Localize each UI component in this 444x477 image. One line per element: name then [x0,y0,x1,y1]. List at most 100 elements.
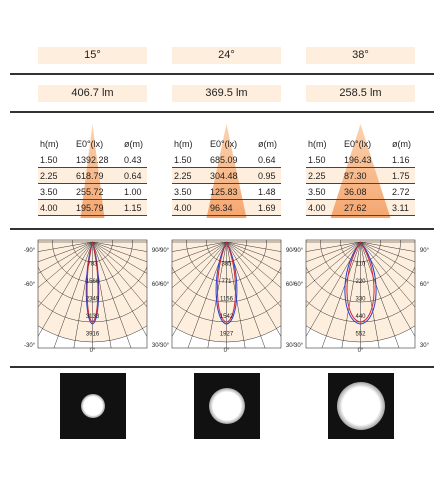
grid [172,240,281,348]
ring-label: 440 [355,314,366,320]
row-line [306,183,415,184]
ring-label: 771 [221,279,232,285]
divider [10,111,434,113]
table-cell: 2.25 [174,171,192,181]
table-cell: 2.25 [40,171,58,181]
ring-label: 220 [355,279,366,285]
grid-ray [226,241,281,308]
table-cell: 3.11 [392,203,409,213]
grid-ray [92,241,147,263]
grid-ray [38,241,93,308]
table-cell: 1.00 [124,187,142,197]
curve-blue [85,241,100,325]
table-header: E0°(lx) [76,139,104,149]
divider [10,366,434,368]
grid-ray [360,241,415,252]
ring-label: 330 [355,297,366,303]
divider [10,228,434,230]
curve-blue [215,241,238,325]
beam-photo [194,373,260,439]
table-cell: 1.48 [258,187,276,197]
table-cell: 618.79 [76,171,104,181]
ring-label: 2349 [86,297,100,303]
grid-ray [226,241,281,263]
table-cell: 0.64 [124,171,142,181]
polar-diagram: 110 220 330 440 552 -90° 90° -60° 60° -30° 0° 30° [292,239,429,354]
ring-label: 1156 [220,297,234,303]
table-cell: 304.48 [210,171,238,181]
grid-ray [226,241,281,289]
angle-label: 30° [420,343,429,349]
grid-ray [360,241,415,274]
table-cell: 0.95 [258,171,276,181]
ring-label: 3916 [86,332,100,338]
grid-ray [38,241,93,263]
angle-label: 60° [152,282,161,288]
ring-label: 110 [356,262,366,268]
angle-label: 90° [420,248,429,254]
grid-ray [306,241,361,308]
cone [330,124,391,218]
row-line [172,199,281,200]
angle-label: -90° [158,248,170,254]
cone [206,124,247,218]
table-cell: 0.64 [258,155,276,165]
grid [306,240,415,348]
lumen: 406.7 lm [38,85,147,102]
angle-label: 30° [286,343,295,349]
table-cell: 1.50 [308,155,326,165]
grid-ray [172,241,227,289]
table-cell: 2.25 [308,171,326,181]
grid-ray [306,241,361,337]
angle-label: -30° [24,343,36,349]
row-line [306,215,415,216]
grid-ray [306,241,361,263]
row-line [38,199,147,200]
curve-red [86,241,99,323]
table-header: h(m) [308,139,327,149]
grid-ray [360,241,415,308]
ring-label: 1927 [220,332,234,338]
ring-label: 1566 [86,279,100,285]
grid-ray [226,241,281,252]
grid-ray [92,241,147,289]
table-header: h(m) [40,139,59,149]
beam-photo [328,373,394,439]
grid-ray [187,241,227,348]
beam-angle: 15° [38,47,147,64]
ring-label: 3133 [86,314,100,320]
table-cell: 685.09 [210,155,238,165]
polar-diagram: 783 1566 2349 3133 3916 -90° 90° -60° 60° -30° 0° 3… [24,239,161,354]
table-cell: 1.69 [258,203,276,213]
polar-frame [37,239,148,349]
grid-ray [226,241,266,348]
table-cell: 1.50 [174,155,192,165]
table-header: ø(m) [258,139,277,149]
curve-red [346,241,375,323]
angle-label: -60° [24,282,36,288]
polar-frame [305,239,416,349]
grid-ray [38,241,93,274]
grid-ray [207,241,227,348]
divider [10,73,434,75]
table-cell: 1.75 [392,171,410,181]
angle-label: 60° [286,282,295,288]
grid-ray [360,241,415,337]
table-cell: 3.50 [40,187,58,197]
grid-ray [92,241,147,308]
curve-red [217,241,236,323]
grid-ray [360,241,415,263]
grid-ray [53,241,93,348]
grid-ray [172,241,227,337]
grid-ray [92,241,147,274]
table-cell: 1392.28 [76,155,109,165]
table-header: E0°(lx) [344,139,372,149]
grid-ray [172,241,227,308]
grid-ray [38,241,93,289]
table-header: ø(m) [124,139,143,149]
light-spot [209,388,245,424]
cone [80,124,105,218]
grid-ray [226,241,281,274]
grid-ray [38,241,93,252]
grid-ray [226,241,246,348]
